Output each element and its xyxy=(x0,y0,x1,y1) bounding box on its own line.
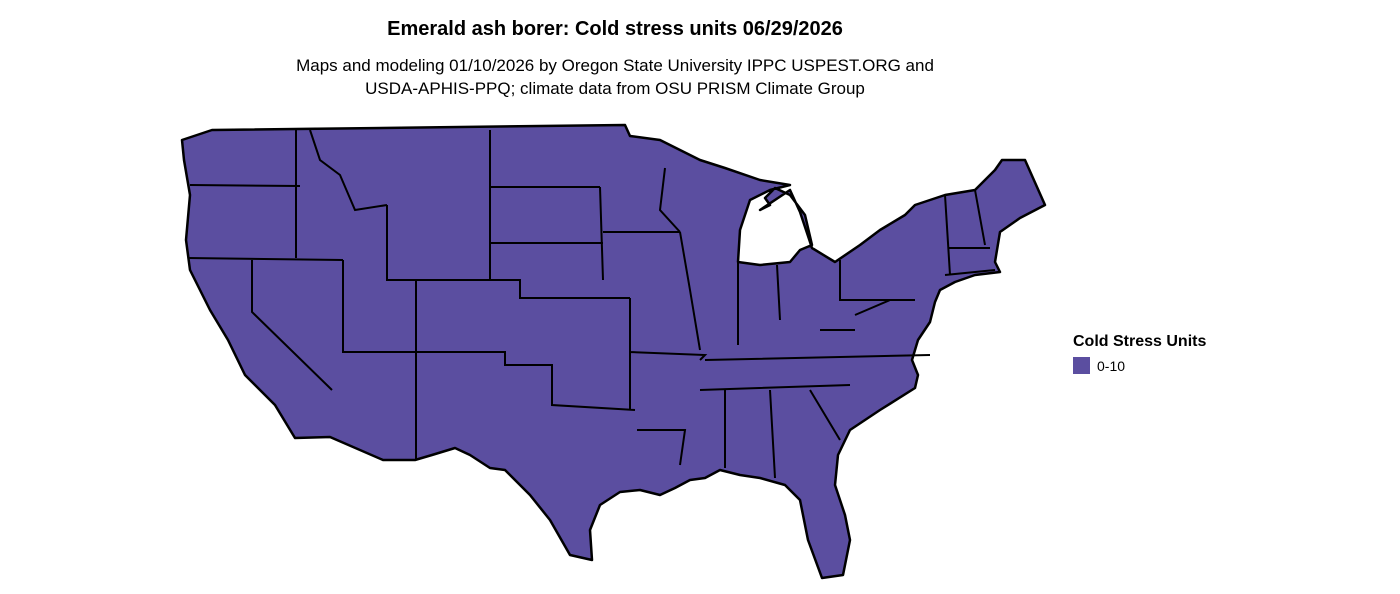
legend-label: 0-10 xyxy=(1097,357,1126,374)
subtitle-line-2: USDA-APHIS-PPQ; climate data from OSU PR… xyxy=(365,79,865,98)
state-borders xyxy=(187,129,996,479)
legend-swatch xyxy=(1073,357,1090,374)
map-subtitle: Maps and modeling 01/10/2026 by Oregon S… xyxy=(0,54,1230,100)
map-title: Emerald ash borer: Cold stress units 06/… xyxy=(387,18,843,40)
us-outline xyxy=(180,123,1047,580)
legend: Cold Stress Units 0-10 xyxy=(1073,333,1206,374)
legend-title: Cold Stress Units xyxy=(1073,333,1207,350)
subtitle-line-1: Maps and modeling 01/10/2026 by Oregon S… xyxy=(296,56,934,75)
legend-item: 0-10 xyxy=(1073,357,1206,374)
